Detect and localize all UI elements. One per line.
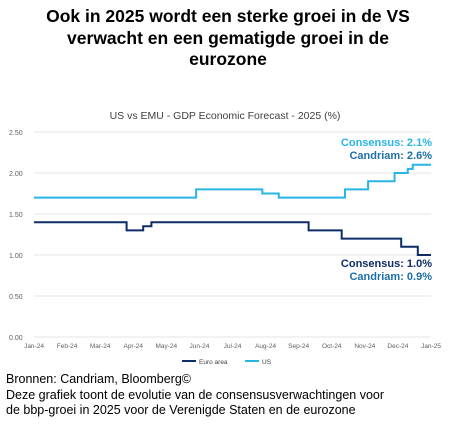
x-tick-label: Jul-24 bbox=[224, 343, 242, 350]
figure-footer: Bronnen: Candriam, Bloomberg© Deze grafi… bbox=[6, 372, 454, 419]
page-headline: Ook in 2025 wordt een sterke groei in de… bbox=[0, 6, 456, 71]
y-tick-label: 1.00 bbox=[9, 253, 23, 260]
forecast-annotations: Consensus: 2.1%Candriam: 2.6% Consensus: … bbox=[341, 137, 432, 283]
y-tick-label: 0.50 bbox=[9, 294, 23, 301]
caption-line-2: de bbp-groei in 2025 voor de Verenigde S… bbox=[6, 403, 356, 417]
x-tick-label: Jan-25 bbox=[421, 343, 441, 350]
caption-line-1: Deze grafiek toont de evolutie van de co… bbox=[6, 387, 385, 402]
legend-label-euro-area: Euro area bbox=[199, 359, 228, 366]
x-tick-label: Jan-24 bbox=[24, 343, 44, 350]
chart-svg: US vs EMU - GDP Economic Forecast - 2025… bbox=[9, 110, 441, 366]
data-series bbox=[34, 163, 431, 256]
x-tick-label: Nov-24 bbox=[354, 343, 375, 350]
headline-line-2: verwacht en een gematigde groei in de bbox=[67, 27, 389, 48]
legend-label-us: US bbox=[262, 359, 272, 366]
x-tick-label: Apr-24 bbox=[123, 343, 143, 350]
consensus-label: Consensus: 2.1% bbox=[341, 137, 432, 149]
y-tick-label: 1.50 bbox=[9, 212, 23, 219]
consensus-label: Consensus: 1.0% bbox=[341, 258, 432, 270]
us-series-line bbox=[34, 163, 431, 199]
x-tick-label: Jun-24 bbox=[189, 343, 209, 350]
candriam-label: Candriam: 2.6% bbox=[349, 150, 432, 162]
gridlines bbox=[34, 131, 431, 338]
source-line: Bronnen: Candriam, Bloomberg© bbox=[6, 372, 191, 386]
x-tick-label: May-24 bbox=[155, 343, 177, 350]
chart-title: US vs EMU - GDP Economic Forecast - 2025… bbox=[110, 110, 341, 122]
euro-area-series-line bbox=[34, 221, 431, 256]
y-axis-labels: 0.00 0.50 1.00 1.50 2.00 2.50 bbox=[9, 130, 23, 342]
y-tick-label: 2.00 bbox=[9, 171, 23, 178]
headline-line-1: Ook in 2025 wordt een sterke groei in de… bbox=[46, 6, 410, 26]
x-tick-label: Aug-24 bbox=[255, 343, 276, 350]
x-tick-label: Dec-24 bbox=[387, 343, 408, 350]
candriam-label: Candriam: 0.9% bbox=[349, 271, 432, 283]
x-axis-labels: Jan-24 Feb-24 Mar-24 Apr-24 May-24 Jun-24 Jul-… bbox=[24, 343, 441, 350]
gdp-forecast-chart: US vs EMU - GDP Economic Forecast - 2025… bbox=[0, 100, 456, 370]
headline-line-3: eurozone bbox=[189, 49, 267, 69]
chart-legend: Euro area US bbox=[182, 359, 272, 366]
x-tick-label: Sep-24 bbox=[288, 343, 309, 350]
x-tick-label: Oct-24 bbox=[322, 343, 342, 350]
y-tick-label: 2.50 bbox=[9, 130, 23, 137]
y-tick-label: 0.00 bbox=[9, 335, 23, 342]
x-tick-label: Feb-24 bbox=[57, 343, 78, 350]
x-tick-label: Mar-24 bbox=[90, 343, 111, 350]
